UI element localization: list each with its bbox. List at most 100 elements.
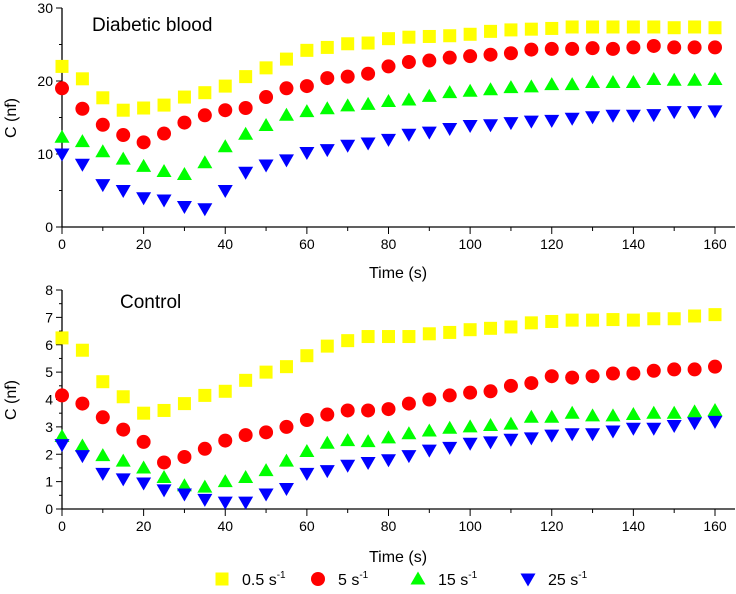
data-point [463, 27, 477, 41]
data-point [157, 126, 172, 141]
panel-control: Control Time (s) C (nf) 0 20 40 60 80 100 120 1… [3, 282, 735, 566]
data-point [259, 90, 274, 105]
y-tick-label: 8 [45, 282, 53, 298]
data-point [238, 470, 254, 484]
data-point [667, 362, 682, 377]
data-point [564, 405, 580, 419]
data-point [666, 72, 682, 86]
data-point [116, 390, 130, 404]
data-point [75, 101, 90, 116]
legend-item: 5 s-1 [311, 570, 369, 589]
data-point [442, 388, 457, 403]
data-point [626, 313, 640, 327]
data-point [340, 459, 356, 473]
data-point [687, 72, 703, 86]
legend-marker-triangle-down [520, 573, 536, 587]
series-triangle-up [54, 72, 723, 180]
y-tick-label: 1 [45, 474, 53, 490]
data-point [320, 407, 335, 422]
data-point [524, 376, 539, 391]
data-point [646, 405, 662, 419]
data-point [197, 479, 213, 493]
data-point [606, 20, 620, 34]
data-point [156, 484, 172, 498]
data-point [523, 115, 539, 129]
data-point [646, 422, 662, 436]
x-tick-label: 160 [703, 518, 727, 534]
data-point [646, 109, 662, 123]
series-triangle-down [54, 415, 723, 510]
data-point [238, 126, 254, 140]
x-tick-label: 0 [58, 518, 66, 534]
legend-label: 15 s-1 [438, 570, 478, 589]
data-point [381, 59, 396, 74]
data-point [382, 330, 395, 344]
legend-label-text: 15 s [438, 572, 468, 589]
data-point [381, 93, 396, 107]
x-tick-label: 120 [540, 518, 564, 534]
x-tick-label: 140 [622, 236, 646, 252]
data-point [259, 365, 273, 379]
data-point [217, 474, 233, 488]
legend-item: 0.5 s-1 [215, 570, 286, 589]
data-point [177, 115, 192, 130]
data-point [421, 88, 437, 102]
data-point [340, 139, 356, 153]
series-circle [55, 359, 722, 470]
data-point [401, 450, 417, 464]
data-point [504, 23, 518, 37]
data-point [239, 70, 253, 84]
data-point [565, 370, 580, 385]
data-point [319, 435, 335, 449]
data-point [258, 118, 274, 132]
data-point [544, 429, 560, 443]
data-point [625, 407, 641, 421]
data-point [401, 55, 416, 70]
data-point [176, 478, 192, 492]
y-tick-label: 0 [45, 501, 53, 517]
data-point [708, 308, 722, 322]
data-point [564, 428, 580, 442]
data-point [462, 83, 478, 97]
data-point [503, 80, 519, 94]
legend-label-superscript: -1 [359, 570, 368, 581]
data-point [55, 331, 69, 345]
data-point [300, 349, 314, 363]
y-tick-label: 20 [37, 73, 53, 89]
data-point [381, 402, 396, 417]
data-point [258, 159, 274, 173]
data-point [442, 420, 458, 434]
data-point [585, 111, 601, 125]
data-point [95, 467, 111, 481]
legend-marker-triangle-up [410, 571, 426, 585]
data-point [278, 107, 294, 121]
data-point [564, 112, 580, 126]
data-point [585, 74, 601, 88]
data-point [279, 81, 294, 96]
data-point [484, 24, 498, 38]
data-point [55, 81, 69, 96]
data-point [687, 40, 702, 55]
data-point [75, 396, 90, 411]
data-point [340, 69, 355, 84]
data-point [381, 133, 396, 147]
data-point [401, 426, 417, 440]
data-point [463, 49, 478, 64]
data-point [564, 77, 580, 91]
data-point [707, 402, 723, 416]
data-point [524, 316, 538, 330]
data-point [217, 185, 233, 198]
data-point [360, 434, 376, 448]
data-point [136, 460, 152, 474]
data-point [197, 155, 213, 169]
data-point [565, 20, 579, 34]
data-point [75, 343, 89, 357]
data-point [666, 106, 682, 120]
data-point [646, 363, 661, 378]
data-point [463, 323, 477, 337]
data-point [625, 74, 641, 88]
data-point [341, 37, 355, 51]
data-point [585, 41, 600, 56]
data-point [54, 439, 70, 453]
legend-label: 25 s-1 [548, 570, 588, 589]
